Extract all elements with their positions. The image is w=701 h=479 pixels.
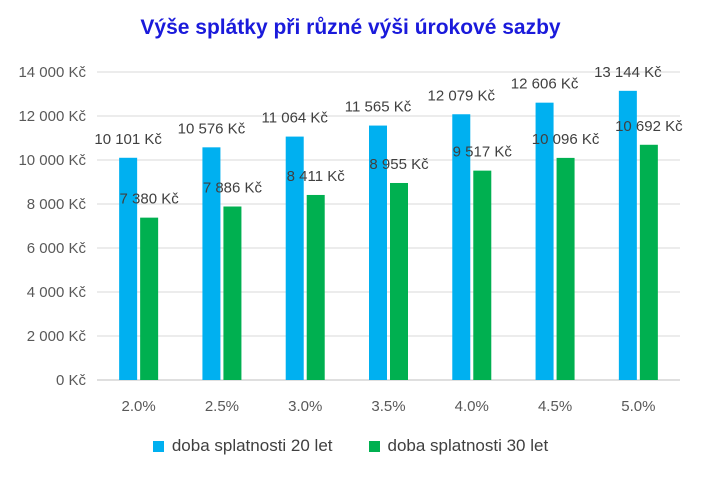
- x-tick-label: 4.0%: [455, 398, 489, 415]
- x-tick-label: 3.5%: [371, 398, 405, 415]
- bar: [639, 144, 658, 380]
- x-tick-label: 4.5%: [538, 398, 572, 415]
- legend-swatch-series-2: [368, 440, 380, 452]
- data-label: 8 955 Kč: [369, 156, 429, 173]
- bar: [535, 102, 554, 380]
- data-label: 11 064 Kč: [261, 110, 328, 127]
- y-tick-label: 14 000 Kč: [18, 64, 86, 81]
- data-label: 10 576 Kč: [178, 120, 246, 137]
- bar: [285, 136, 304, 380]
- x-tick-label: 3.0%: [288, 398, 322, 415]
- y-tick-label: 6 000 Kč: [27, 240, 87, 257]
- y-tick-label: 0 Kč: [56, 372, 87, 389]
- bar: [618, 90, 637, 380]
- data-label: 8 411 Kč: [287, 168, 346, 185]
- data-label: 10 096 Kč: [532, 131, 600, 148]
- x-tick-label: 2.5%: [205, 398, 239, 415]
- legend-item-series-1: doba splatnosti 20 let: [152, 436, 333, 456]
- x-tick-label: 5.0%: [621, 398, 655, 415]
- bar: [140, 217, 159, 380]
- bar: [473, 170, 492, 380]
- bar: [369, 125, 387, 380]
- bar: [119, 157, 138, 380]
- legend-label-series-2: doba splatnosti 30 let: [387, 436, 549, 455]
- data-label: 12 079 Kč: [428, 87, 496, 104]
- y-tick-label: 10 000 Kč: [18, 152, 86, 169]
- data-label: 9 517 Kč: [453, 144, 513, 161]
- y-tick-label: 2 000 Kč: [27, 328, 87, 345]
- bar: [390, 182, 408, 380]
- legend-swatch-series-1: [152, 440, 164, 452]
- legend-item-series-2: doba splatnosti 30 let: [368, 436, 549, 456]
- x-tick-label: 2.0%: [122, 398, 156, 415]
- data-label: 7 886 Kč: [203, 180, 263, 197]
- bar: [306, 194, 325, 380]
- bar: [452, 114, 471, 381]
- chart-legend: doba splatnosti 20 let doba splatnosti 3…: [0, 436, 701, 456]
- bar: [556, 157, 575, 380]
- y-tick-label: 8 000 Kč: [27, 196, 87, 213]
- data-label: 10 692 Kč: [615, 118, 683, 135]
- data-label: 11 565 Kč: [345, 99, 412, 116]
- legend-label-series-1: doba splatnosti 20 let: [171, 436, 333, 455]
- bar: [202, 147, 221, 380]
- y-tick-label: 4 000 Kč: [27, 284, 87, 301]
- y-tick-label: 12 000 Kč: [18, 108, 86, 125]
- bar: [223, 206, 242, 380]
- data-label: 12 606 Kč: [511, 76, 579, 93]
- data-label: 10 101 Kč: [94, 131, 162, 148]
- data-label: 7 380 Kč: [120, 191, 180, 208]
- data-label: 13 144 Kč: [594, 64, 662, 81]
- chart-title: Výše splátky při různé výši úrokové sazb…: [140, 16, 561, 39]
